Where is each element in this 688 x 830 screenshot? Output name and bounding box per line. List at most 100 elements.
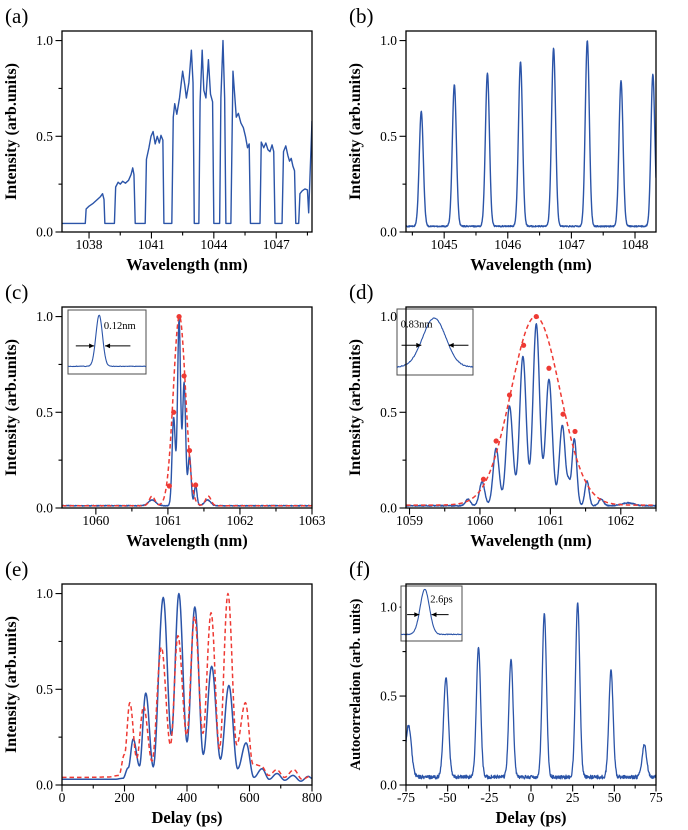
y-tick-label: 0.5 [36, 682, 53, 697]
y-tick-label: 0.5 [380, 405, 397, 420]
axis-box [405, 306, 657, 509]
y-ticks: 0.0 0.5 1.0 [36, 33, 62, 240]
x-axis-title: Wavelength (nm) [470, 255, 591, 274]
marker-dot [193, 482, 199, 488]
y-tick-label: 1.0 [36, 33, 53, 48]
panel-letter-a: (a) [5, 4, 28, 28]
trace-blue [406, 40, 656, 228]
x-tick-label: 1046 [494, 237, 521, 252]
x-ticks: 1059 1060 1061 1062 [396, 508, 657, 528]
inset-trace [67, 314, 147, 368]
series-group [62, 313, 312, 507]
x-tick-label: 1044 [200, 237, 227, 252]
y-tick-label: 1.0 [380, 309, 397, 324]
panel-letter-e: (e) [5, 557, 28, 581]
x-tick-label: 1060 [82, 513, 109, 528]
inset-trace [400, 588, 463, 636]
y-tick-label: 0.0 [36, 225, 53, 240]
y-tick-label: 0.0 [380, 225, 397, 240]
y-tick-label: 0.5 [36, 405, 53, 420]
chart-d: (d) 1059 1060 1061 1062 0.0 0.5 1.0 0.83nm Wavele… [347, 280, 657, 550]
x-tick-label: 0 [59, 790, 66, 805]
y-axis-title: Intensity (arb.units) [347, 339, 364, 476]
trace-red [62, 315, 312, 507]
y-ticks: 0.0 0.5 1.0 [380, 33, 406, 240]
chart-b: (b) 1045 1046 1047 1048 0.0 0.5 1.0 Wavelength (… [347, 4, 657, 274]
x-ticks: 1038 1041 1044 1047 [76, 232, 308, 252]
x-tick-label: 1061 [154, 513, 181, 528]
marker-dot [506, 392, 513, 398]
x-tick-label: 1063 [299, 513, 326, 528]
x-axis-title: Wavelength (nm) [126, 255, 247, 274]
y-tick-label: 1.0 [36, 309, 53, 324]
x-tick-label: 1059 [396, 513, 423, 528]
marker-dot [171, 409, 177, 415]
x-axis-title: Delay (ps) [151, 808, 222, 827]
series-group [62, 39, 312, 225]
panel-d: (d) 1059 1060 1061 1062 0.0 0.5 1.0 0.83nm Wavele… [344, 276, 688, 553]
inset-width-label: 0.12nm [104, 321, 136, 332]
marker-dot [166, 483, 172, 489]
panel-f: (f) -75 -50 -25 0 25 50 75 0.0 0.5 1.0 2.6ps Delay (… [344, 553, 688, 830]
axis-box [405, 30, 657, 233]
x-tick-label: 400 [177, 790, 198, 805]
marker-dot [176, 313, 182, 320]
y-axis-title: Intensity (arb.units) [3, 616, 20, 753]
trace-blue [406, 602, 656, 780]
x-tick-label: 75 [649, 790, 663, 805]
y-tick-label: 0.5 [380, 689, 397, 704]
x-tick-label: 800 [302, 790, 323, 805]
x-tick-label: 0 [528, 790, 535, 805]
x-axis-title: Delay (ps) [495, 808, 566, 827]
inset-arrowhead [105, 343, 111, 349]
panel-letter-b: (b) [349, 4, 374, 28]
panel-a: (a) 1038 1041 1044 1047 0.0 0.5 1.0 Wavelength (… [0, 0, 344, 277]
x-axis-title: Wavelength (nm) [470, 531, 591, 550]
y-ticks: 0.0 0.5 1.0 [36, 309, 62, 516]
axis-box [61, 30, 313, 233]
inset-trace [396, 317, 474, 368]
inset-arrowhead [414, 612, 420, 617]
x-tick-label: 1038 [76, 237, 103, 252]
panel-e: (e) 0 200 400 600 800 0.0 0.5 1.0 Delay (ps) Inten… [0, 553, 344, 830]
marker-dot [181, 373, 187, 379]
axis-box [61, 583, 313, 786]
y-tick-label: 1.0 [380, 33, 397, 48]
y-ticks: 0.0 0.5 1.0 [36, 586, 62, 793]
series-group [406, 602, 656, 780]
inset-width-label: 0.83nm [401, 319, 433, 330]
marker-dot [493, 438, 499, 444]
x-tick-label: -50 [439, 790, 457, 805]
marker-dot [480, 476, 487, 482]
x-axis-title: Wavelength (nm) [126, 531, 247, 550]
x-tick-label: 200 [114, 790, 135, 805]
y-axis-title: Intensity (arb.units) [347, 63, 364, 200]
marker-dot [560, 411, 566, 417]
y-tick-label: 1.0 [36, 586, 53, 601]
inset-arrowhead [431, 612, 437, 617]
x-tick-label: 1041 [138, 237, 165, 252]
y-tick-label: 0.0 [380, 778, 397, 793]
x-tick-label: 1061 [537, 513, 564, 528]
marker-dot [572, 428, 578, 435]
panel-b: (b) 1045 1046 1047 1048 0.0 0.5 1.0 Wavelength (… [344, 0, 688, 277]
y-axis-title: Intensity (arb.units) [3, 63, 20, 200]
series-group [62, 592, 312, 782]
inset-arrowhead [448, 342, 454, 348]
x-tick-label: 1045 [431, 237, 458, 252]
x-tick-label: 1062 [226, 513, 253, 528]
x-tick-label: 50 [608, 790, 622, 805]
y-tick-label: 0.0 [36, 778, 53, 793]
inset: 0.12nm [67, 309, 147, 375]
inset-arrowhead [416, 342, 422, 348]
x-tick-label: 1048 [622, 237, 649, 252]
panel-letter-c: (c) [5, 280, 28, 304]
x-ticks: -75 -50 -25 0 25 50 75 [397, 785, 663, 805]
axis-box [61, 306, 313, 509]
x-tick-label: 25 [566, 790, 580, 805]
y-tick-label: 1.0 [380, 600, 397, 615]
y-ticks: 0.0 0.5 1.0 [380, 309, 406, 516]
x-ticks: 1060 1061 1062 1063 [82, 508, 326, 528]
inset-width-label: 2.6ps [430, 595, 452, 606]
x-tick-label: -75 [397, 790, 415, 805]
